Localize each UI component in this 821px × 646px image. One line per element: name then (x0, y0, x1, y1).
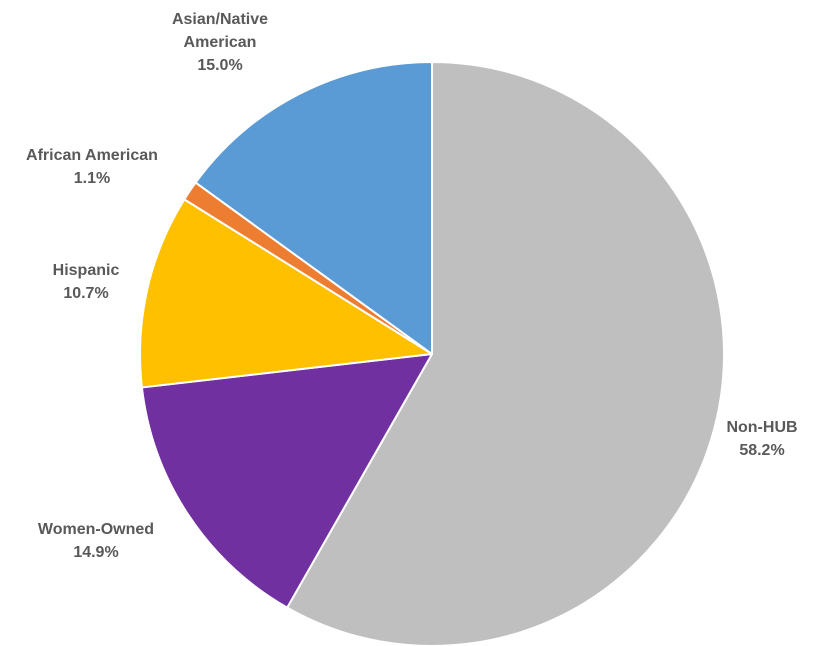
pie-slice-asian-native-american (194, 61, 433, 355)
slice-category-label: African American (26, 147, 158, 164)
slice-value-label: 15.0% (197, 57, 242, 74)
slice-category-label: American (184, 34, 257, 51)
slice-category-label: Women-Owned (38, 521, 154, 538)
pie-labels: Non-HUB 58.2% Women-Owned 14.9% Hispanic 10.7… (26, 11, 798, 561)
slice-value-label: 10.7% (63, 285, 108, 302)
slice-label-asian-native-american: Asian/Native American 15.0% (172, 11, 268, 74)
slice-category-label: Asian/Native (172, 11, 268, 28)
slice-category-label: Hispanic (53, 262, 120, 279)
pie-slice-women-owned (140, 353, 433, 609)
slice-category-label: Non-HUB (726, 419, 797, 436)
pie-slice-hispanic (139, 198, 433, 389)
slice-value-label: 1.1% (74, 170, 110, 187)
slice-label-african-american: African American 1.1% (26, 147, 158, 187)
slice-label-hispanic: Hispanic 10.7% (53, 262, 120, 302)
pie-slices (139, 61, 725, 646)
slice-label-women-owned: Women-Owned 14.9% (38, 521, 154, 561)
slice-value-label: 58.2% (739, 442, 784, 459)
slice-value-label: 14.9% (73, 544, 118, 561)
slice-label-non-hub: Non-HUB 58.2% (726, 419, 797, 459)
